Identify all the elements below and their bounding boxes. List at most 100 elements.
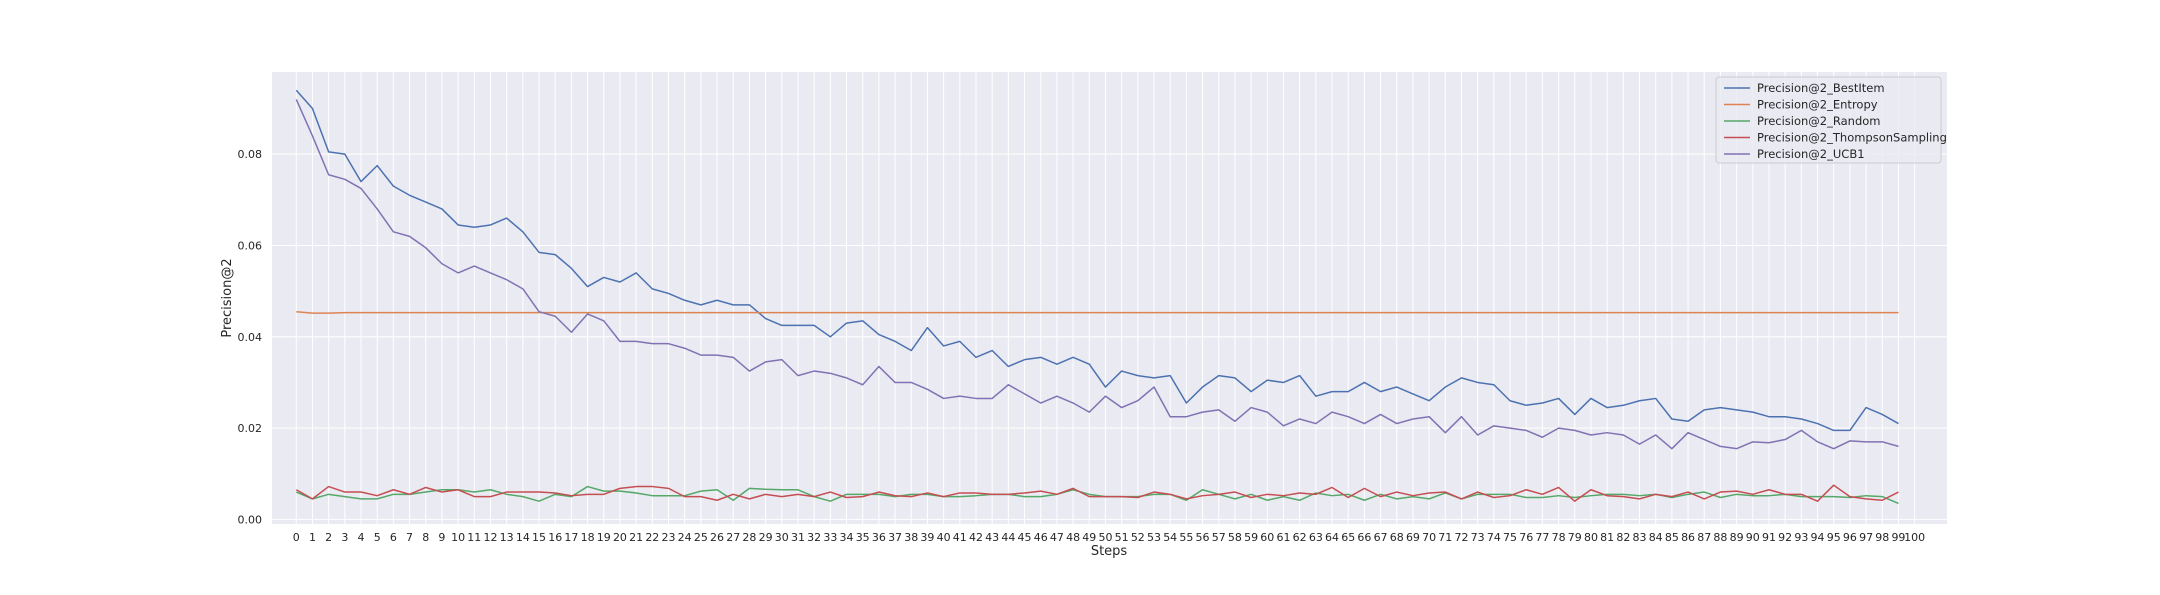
- x-tick-label: 73: [1471, 531, 1485, 544]
- x-tick-label: 0: [293, 531, 300, 544]
- x-tick-label: 20: [613, 531, 627, 544]
- series-line-precision-2-thompsonsampling: [295, 484, 1899, 502]
- x-tick-label: 25: [694, 531, 708, 544]
- x-tick-label: 91: [1762, 531, 1776, 544]
- x-tick-label: 79: [1568, 531, 1582, 544]
- x-tick-label: 9: [438, 531, 445, 544]
- x-tick-label: 22: [645, 531, 659, 544]
- x-tick-label: 61: [1276, 531, 1290, 544]
- x-tick-label: 3: [341, 531, 348, 544]
- x-tick-label: 84: [1649, 531, 1663, 544]
- x-tick-label: 1: [309, 531, 316, 544]
- x-tick-label: 7: [406, 531, 413, 544]
- x-tick-label: 99: [1891, 531, 1905, 544]
- x-tick-label: 24: [678, 531, 692, 544]
- series-lines: [295, 89, 1899, 505]
- x-tick-label: 11: [467, 531, 481, 544]
- plot-background: [272, 72, 1947, 524]
- x-axis-ticks: 0 1 2 3 4 5 6 7 8 9 10 11 12 13 14 15 16 17 18 19 20 21 22 23 24…: [293, 531, 1925, 544]
- legend-box: [1715, 76, 1942, 164]
- x-tick-label: 63: [1309, 531, 1323, 544]
- x-tick-label: 46: [1034, 531, 1048, 544]
- x-tick-label: 97: [1859, 531, 1873, 544]
- x-tick-label: 82: [1616, 531, 1630, 544]
- series-line-precision-2-random: [295, 485, 1899, 505]
- x-tick-label: 39: [920, 531, 934, 544]
- x-tick-label: 37: [888, 531, 902, 544]
- x-tick-label: 4: [358, 531, 365, 544]
- x-tick-label: 38: [904, 531, 918, 544]
- x-tick-label: 67: [1374, 531, 1388, 544]
- x-tick-label: 12: [483, 531, 497, 544]
- x-tick-label: 19: [597, 531, 611, 544]
- legend-label: Precision@2_UCB1: [1757, 147, 1865, 161]
- x-tick-label: 57: [1212, 531, 1226, 544]
- x-tick-label: 42: [969, 531, 983, 544]
- x-tick-label: 76: [1519, 531, 1533, 544]
- x-tick-label: 69: [1406, 531, 1420, 544]
- x-tick-label: 40: [937, 531, 951, 544]
- x-tick-label: 87: [1697, 531, 1711, 544]
- x-tick-label: 94: [1811, 531, 1825, 544]
- x-tick-label: 81: [1600, 531, 1614, 544]
- x-tick-label: 62: [1293, 531, 1307, 544]
- x-tick-label: 95: [1827, 531, 1841, 544]
- x-tick-label: 6: [390, 531, 397, 544]
- x-tick-label: 88: [1713, 531, 1727, 544]
- x-tick-label: 60: [1260, 531, 1274, 544]
- x-tick-label: 27: [726, 531, 740, 544]
- y-axis-ticks: 0.00 0.02 0.04 0.06 0.08: [238, 148, 263, 526]
- x-tick-label: 98: [1875, 531, 1889, 544]
- x-tick-label: 26: [710, 531, 724, 544]
- y-tick-label: 0.00: [238, 513, 263, 526]
- x-tick-label: 10: [451, 531, 465, 544]
- x-tick-label: 80: [1584, 531, 1598, 544]
- x-tick-label: 52: [1131, 531, 1145, 544]
- x-tick-label: 35: [856, 531, 870, 544]
- y-tick-label: 0.02: [238, 422, 263, 435]
- x-tick-label: 28: [742, 531, 756, 544]
- x-tick-label: 36: [872, 531, 886, 544]
- x-tick-label: 89: [1730, 531, 1744, 544]
- series-line-precision-2-bestitem: [295, 89, 1899, 432]
- legend-label: Precision@2_BestItem: [1757, 81, 1885, 95]
- x-tick-label: 30: [775, 531, 789, 544]
- x-tick-label: 48: [1066, 531, 1080, 544]
- x-tick-label: 14: [516, 531, 530, 544]
- y-tick-label: 0.04: [238, 331, 263, 344]
- x-tick-label: 32: [807, 531, 821, 544]
- x-tick-label: 72: [1454, 531, 1468, 544]
- x-axis-label: Steps: [1091, 544, 1128, 559]
- x-tick-label: 64: [1325, 531, 1339, 544]
- x-tick-label: 70: [1422, 531, 1436, 544]
- x-tick-label: 100: [1904, 531, 1925, 544]
- x-tick-label: 17: [564, 531, 578, 544]
- x-tick-label: 29: [759, 531, 773, 544]
- x-tick-label: 34: [840, 531, 854, 544]
- x-tick-label: 77: [1535, 531, 1549, 544]
- x-tick-label: 2: [325, 531, 332, 544]
- x-tick-label: 85: [1665, 531, 1679, 544]
- x-tick-label: 50: [1098, 531, 1112, 544]
- y-axis-label: Precision@2: [220, 258, 235, 337]
- x-tick-label: 66: [1357, 531, 1371, 544]
- series-line-precision-2-ucb1: [295, 99, 1899, 450]
- x-tick-label: 49: [1082, 531, 1096, 544]
- x-tick-label: 78: [1552, 531, 1566, 544]
- x-tick-label: 13: [500, 531, 514, 544]
- x-tick-label: 21: [629, 531, 643, 544]
- x-tick-label: 55: [1179, 531, 1193, 544]
- x-tick-label: 53: [1147, 531, 1161, 544]
- x-tick-label: 23: [661, 531, 675, 544]
- series-line-precision-2-entropy: [296, 310, 1899, 314]
- x-tick-label: 43: [985, 531, 999, 544]
- y-tick-label: 0.06: [238, 239, 263, 252]
- x-tick-label: 41: [953, 531, 967, 544]
- x-tick-label: 96: [1843, 531, 1857, 544]
- x-tick-label: 33: [823, 531, 837, 544]
- x-tick-label: 47: [1050, 531, 1064, 544]
- x-tick-label: 74: [1487, 531, 1501, 544]
- x-tick-label: 71: [1438, 531, 1452, 544]
- x-tick-label: 86: [1681, 531, 1695, 544]
